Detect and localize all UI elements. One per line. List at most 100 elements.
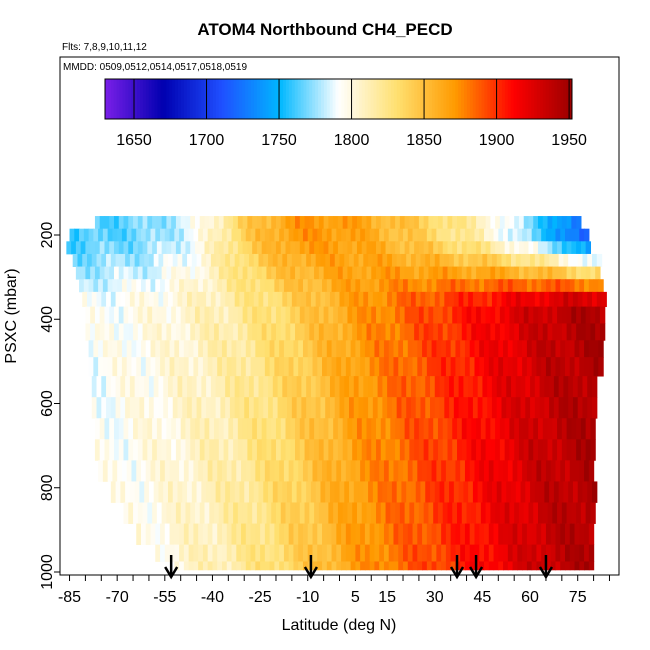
heatmap-cell xyxy=(404,323,410,341)
heatmap-cell xyxy=(88,357,94,377)
heatmap-cell xyxy=(337,323,344,341)
heatmap-cell xyxy=(372,481,379,503)
heatmap-cell xyxy=(415,397,422,419)
heatmap-cell xyxy=(131,460,137,482)
heatmap-cell xyxy=(266,323,272,341)
heatmap-cell xyxy=(160,340,166,358)
colorbar-swatch xyxy=(166,79,170,119)
heatmap-cell xyxy=(479,279,485,293)
heatmap-cell xyxy=(588,460,595,482)
heatmap-cell xyxy=(202,228,209,242)
colorbar-swatch xyxy=(464,79,468,119)
heatmap-cell xyxy=(136,523,142,546)
heatmap-cell xyxy=(218,418,225,440)
heatmap-cell xyxy=(215,376,221,398)
heatmap-cell xyxy=(274,561,280,571)
heatmap-cell xyxy=(566,241,572,255)
heatmap-cell xyxy=(355,523,361,546)
heatmap-cell xyxy=(445,561,452,571)
heatmap-cell xyxy=(507,340,514,358)
flight-arrow xyxy=(303,555,318,580)
heatmap-cell xyxy=(580,439,587,461)
heatmap-cell xyxy=(315,253,322,267)
heatmap-cell xyxy=(199,439,206,461)
heatmap-cell xyxy=(506,397,512,419)
heatmap-cell xyxy=(393,460,399,482)
heatmap-cell xyxy=(193,357,199,377)
heatmap-cell xyxy=(218,439,225,461)
heatmap-cell xyxy=(526,228,533,242)
heatmap-cell xyxy=(553,481,560,503)
heatmap-cell xyxy=(310,376,317,398)
heatmap-cell xyxy=(499,241,506,255)
heatmap-cell xyxy=(403,357,409,377)
heatmap-cell xyxy=(269,460,275,482)
heatmap-cell xyxy=(302,357,309,377)
heatmap-cell xyxy=(296,291,302,308)
colorbar-swatch xyxy=(414,79,418,119)
heatmap-cell xyxy=(350,460,356,482)
heatmap-cell xyxy=(99,266,106,280)
heatmap-cell xyxy=(104,439,110,461)
heatmap-cell xyxy=(590,266,596,280)
x-tick-label: -25 xyxy=(249,589,272,606)
heatmap-cell xyxy=(458,253,464,267)
heatmap-cell xyxy=(206,376,212,398)
heatmap-cell xyxy=(434,253,441,267)
heatmap-cell xyxy=(133,241,139,255)
heatmap-cell xyxy=(518,241,525,255)
heatmap-cell xyxy=(345,561,352,571)
heatmap-cell xyxy=(134,481,140,503)
heatmap-cell xyxy=(371,418,377,440)
heatmap-cell xyxy=(199,502,206,524)
heatmap-cell xyxy=(455,523,461,546)
heatmap-cell xyxy=(507,228,514,242)
heatmap-cell xyxy=(155,340,161,358)
heatmap-cell xyxy=(202,523,209,546)
heatmap-cell xyxy=(283,544,290,562)
heatmap-cell xyxy=(198,357,204,377)
heatmap-cell xyxy=(155,544,161,562)
heatmap-cell xyxy=(268,376,274,398)
heatmap-cell xyxy=(93,228,99,242)
heatmap-cell xyxy=(463,376,469,398)
heatmap-cell xyxy=(236,561,242,571)
heatmap-cell xyxy=(503,279,509,293)
heatmap-cell xyxy=(342,439,349,461)
heatmap-cell xyxy=(299,266,306,280)
heatmap-cell xyxy=(407,544,414,562)
heatmap-cell xyxy=(433,216,439,230)
heatmap-cell xyxy=(312,357,318,377)
heatmap-cell xyxy=(328,502,334,524)
heatmap-cell xyxy=(209,306,215,324)
heatmap-cell xyxy=(599,323,606,341)
heatmap-cell xyxy=(107,340,113,358)
colorbar-swatch xyxy=(341,79,345,119)
heatmap-cell xyxy=(225,481,231,503)
heatmap-cell xyxy=(457,266,463,280)
heatmap-cell xyxy=(471,323,477,341)
heatmap-cell xyxy=(487,291,493,308)
heatmap-cell xyxy=(369,460,376,482)
heatmap-cell xyxy=(166,266,172,280)
heatmap-cell xyxy=(290,266,296,280)
heatmap-cell xyxy=(574,561,580,571)
heatmap-cell xyxy=(509,216,515,230)
heatmap-cell xyxy=(271,306,277,324)
heatmap-cell xyxy=(572,376,579,398)
heatmap-cell xyxy=(252,216,258,230)
heatmap-cell xyxy=(538,266,544,280)
colorbar-swatch xyxy=(449,79,453,119)
heatmap-cell xyxy=(261,439,268,461)
heatmap-cell xyxy=(228,216,234,230)
heatmap-cell xyxy=(460,523,466,546)
heatmap-cell xyxy=(577,253,584,267)
heatmap-cell xyxy=(352,241,358,255)
heatmap-cell xyxy=(409,323,415,341)
heatmap-cell xyxy=(256,241,263,255)
heatmap-cell xyxy=(341,357,347,377)
heatmap-cell xyxy=(109,216,115,230)
heatmap-cell xyxy=(350,523,356,546)
heatmap-cell xyxy=(137,266,144,280)
heatmap-cell xyxy=(452,241,458,255)
